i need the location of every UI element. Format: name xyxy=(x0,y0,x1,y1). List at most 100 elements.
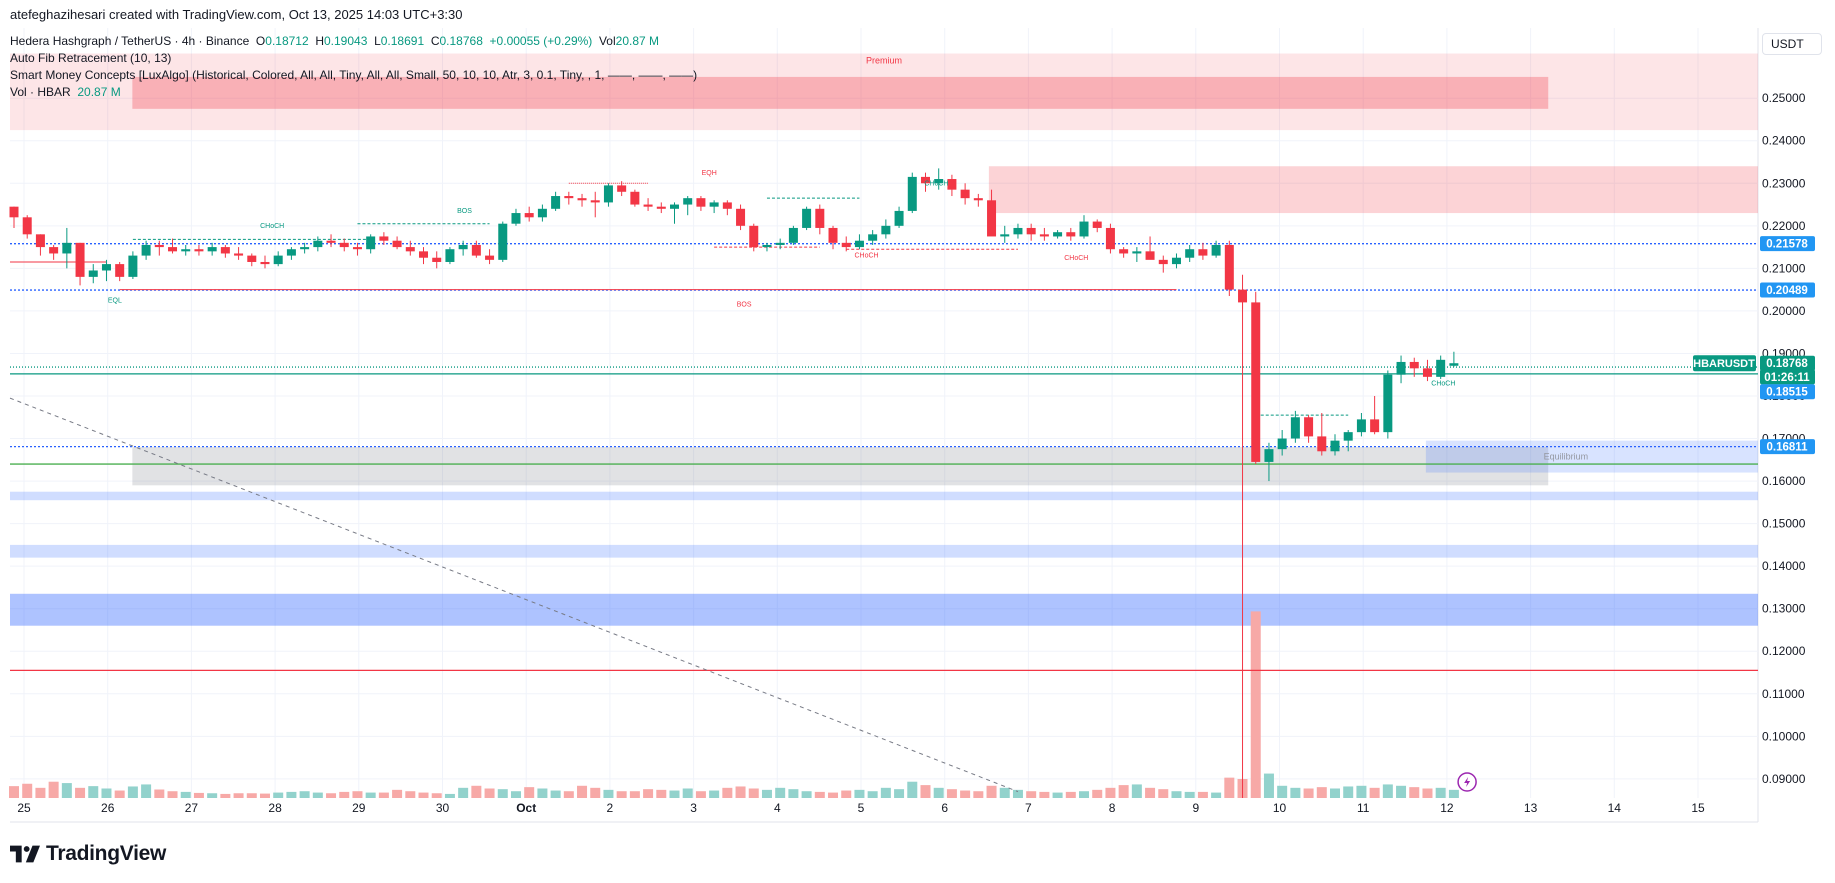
candle-body xyxy=(841,242,851,248)
volume-bar xyxy=(1396,785,1407,798)
candle-body xyxy=(273,255,283,265)
fib-study-legend[interactable]: Auto Fib Retracement (10, 13) xyxy=(10,51,172,65)
symbol-badge xyxy=(1693,355,1756,372)
volume-bar xyxy=(920,785,931,798)
volume-bar xyxy=(867,791,878,798)
candle-body xyxy=(1119,249,1129,254)
volume-bar xyxy=(1092,789,1103,798)
volume-bar xyxy=(365,792,376,798)
volume-bar xyxy=(933,787,944,798)
volume-bar xyxy=(180,791,191,798)
candle-body xyxy=(22,217,32,235)
volume-bar xyxy=(946,789,957,798)
x-tick-label: 13 xyxy=(1524,801,1538,815)
candle-body xyxy=(722,202,732,209)
volume-bar xyxy=(669,790,680,798)
volume-bar xyxy=(616,791,627,798)
y-tick-label: 0.22000 xyxy=(1762,219,1806,233)
smc-study-legend[interactable]: Smart Money Concepts [LuxAlgo] (Historic… xyxy=(10,68,698,82)
volume-bar xyxy=(1343,786,1354,798)
symbol-title[interactable]: Hedera Hashgraph / TetherUS · 4h · Binan… xyxy=(10,34,250,48)
volume-bar xyxy=(207,793,218,798)
zones-layer: Premium Equilibrium xyxy=(10,53,1758,626)
volume-bar xyxy=(22,783,33,798)
lightning-icon xyxy=(1464,777,1471,787)
volume-bar xyxy=(1026,791,1037,798)
volume-bar xyxy=(563,791,574,798)
brand-name: TradingView xyxy=(46,842,167,865)
structure-annotation: EQH xyxy=(702,170,717,177)
zone-label: Premium xyxy=(866,56,902,66)
zone-label: Equilibrium xyxy=(1544,452,1589,462)
volume-bar xyxy=(114,790,125,798)
volume-bar xyxy=(312,792,323,798)
volume-bar xyxy=(841,790,852,798)
low-value: 0.18691 xyxy=(380,34,425,48)
candle-body xyxy=(1409,361,1419,369)
x-tick-label: 4 xyxy=(774,801,781,815)
candle-body xyxy=(603,185,613,203)
zone-box xyxy=(1425,440,1758,473)
candle-body xyxy=(788,227,798,243)
structure-annotation: EQL xyxy=(108,297,122,304)
price-badge xyxy=(1760,355,1815,371)
candle-body xyxy=(577,198,587,201)
x-tick-label: 8 xyxy=(1109,801,1116,815)
candle-body xyxy=(35,234,45,248)
open-value: 0.18712 xyxy=(265,34,309,48)
volume-bar xyxy=(1250,611,1261,798)
candle-body xyxy=(194,249,204,252)
y-tick-label: 0.24000 xyxy=(1762,134,1806,148)
volume-bar xyxy=(709,790,720,798)
volume-bar xyxy=(484,788,495,798)
candle-body xyxy=(9,206,19,218)
volume-bar xyxy=(141,784,152,798)
ohlc-legend: Hedera Hashgraph / TetherUS · 4h · Binan… xyxy=(10,34,659,48)
zone-box xyxy=(10,491,1758,501)
candle-body xyxy=(762,244,772,248)
volume-study-legend[interactable]: Vol · HBAR 20.87 M xyxy=(10,85,121,99)
zone-box xyxy=(988,166,1758,214)
x-tick-label: 9 xyxy=(1192,801,1199,815)
candle-body xyxy=(537,208,547,218)
currency-button[interactable]: USDT xyxy=(1762,33,1822,55)
x-tick-label: 25 xyxy=(17,801,31,815)
volume-bar xyxy=(127,786,138,798)
candle-body xyxy=(987,200,997,237)
horizontal-levels xyxy=(10,243,1758,672)
vol-value: 20.87 M xyxy=(615,34,660,48)
candle-body xyxy=(339,242,349,248)
candle-body xyxy=(920,176,930,184)
candle-body xyxy=(947,179,957,190)
volume-bar xyxy=(9,786,19,798)
volume-bar xyxy=(999,787,1010,798)
candle-body xyxy=(128,255,138,277)
candle-body xyxy=(88,270,98,277)
volume-bar xyxy=(510,791,521,798)
volume-bar xyxy=(550,790,561,798)
volume-bar xyxy=(629,791,640,798)
candle-body xyxy=(1092,221,1102,228)
volume-bar xyxy=(1052,792,1063,798)
candle-body xyxy=(247,255,257,262)
candle-body xyxy=(1013,227,1023,235)
y-tick-label: 0.10000 xyxy=(1762,729,1806,743)
candle-body xyxy=(1000,234,1010,237)
volume-bar xyxy=(973,791,984,798)
volume-bar xyxy=(444,793,455,798)
candle-body xyxy=(1079,221,1089,237)
tradingview-brand[interactable]: TradingView xyxy=(10,842,166,866)
volume-bar xyxy=(1184,791,1195,798)
candle-body xyxy=(564,196,574,199)
y-tick-label: 0.16000 xyxy=(1762,474,1806,488)
candle-body xyxy=(1383,374,1393,433)
y-tick-label: 0.12000 xyxy=(1762,644,1806,658)
candle-body xyxy=(392,240,402,248)
structure-annotation: CHoCH xyxy=(1064,255,1088,262)
volume-bar xyxy=(1382,784,1393,798)
x-tick-label: 29 xyxy=(352,801,366,815)
high-label: H xyxy=(315,34,324,48)
x-tick-label: 28 xyxy=(268,801,282,815)
candle-body xyxy=(445,249,455,262)
